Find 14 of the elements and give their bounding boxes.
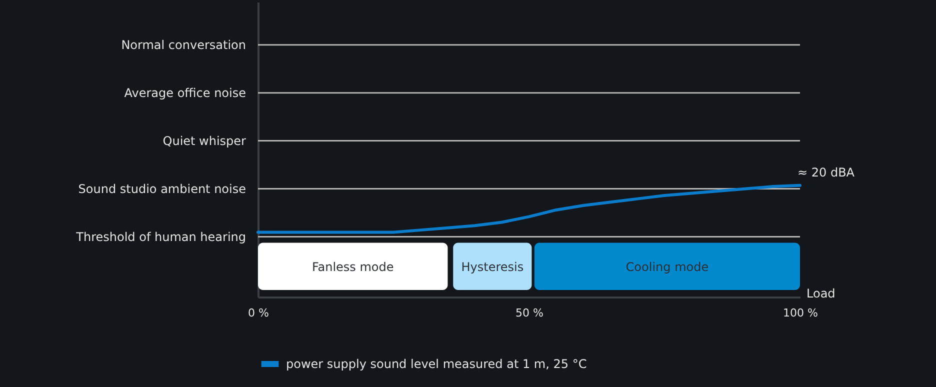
x-tick-label: 0 % bbox=[248, 306, 269, 320]
x-tick-label: 100 % bbox=[783, 306, 818, 320]
ref-line-label: Normal conversation bbox=[121, 38, 246, 52]
x-axis-title: Load bbox=[806, 286, 836, 300]
legend-label: power supply sound level measured at 1 m, 25 °C bbox=[286, 357, 587, 371]
ref-line-label: Quiet whisper bbox=[162, 134, 246, 148]
band-label: Cooling mode bbox=[626, 260, 709, 274]
ref-line-label: Threshold of human hearing bbox=[75, 230, 246, 244]
band-label: Fanless mode bbox=[312, 260, 394, 274]
ref-line-label: Sound studio ambient noise bbox=[78, 182, 246, 196]
x-tick-label: 50 % bbox=[516, 306, 544, 320]
annotation: ≈ 20 dBA bbox=[797, 165, 856, 180]
ref-line-label: Average office noise bbox=[124, 86, 246, 100]
band-label: Hysteresis bbox=[461, 260, 524, 274]
